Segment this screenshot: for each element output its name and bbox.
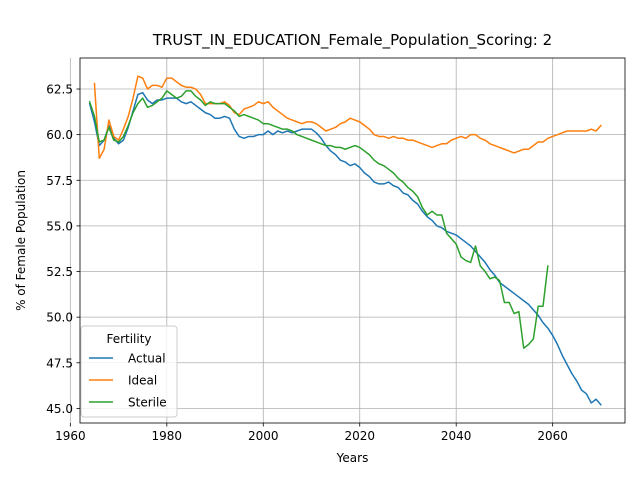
y-tick-label: 60.0 bbox=[46, 128, 73, 142]
x-tick-label: 2000 bbox=[248, 429, 279, 443]
series-line-actual bbox=[88, 91, 602, 406]
legend: Fertility Actual Ideal Sterile bbox=[80, 325, 178, 418]
y-tick-label: 57.5 bbox=[46, 174, 73, 188]
y-tick-label: 47.5 bbox=[46, 356, 73, 370]
series-layer bbox=[88, 75, 602, 406]
x-tick-label: 2020 bbox=[344, 429, 375, 443]
x-tick-label: 1960 bbox=[55, 429, 86, 443]
x-axis-ticks: 1960 1980 2000 2020 2040 2060 bbox=[55, 423, 568, 443]
plot-frame bbox=[79, 57, 626, 424]
legend-box bbox=[80, 325, 178, 418]
chart-title: TRUST_IN_EDUCATION_Female_Population_Sco… bbox=[152, 31, 552, 50]
legend-title: Fertility bbox=[106, 332, 151, 346]
y-tick-label: 52.5 bbox=[46, 265, 73, 279]
x-tick-label: 1980 bbox=[152, 429, 183, 443]
series-line-ideal bbox=[93, 75, 602, 160]
x-tick-label: 2040 bbox=[441, 429, 472, 443]
y-tick-label: 62.5 bbox=[46, 83, 73, 97]
legend-label-actual: Actual bbox=[128, 352, 166, 366]
y-tick-label: 50.0 bbox=[46, 311, 73, 325]
x-axis-label: Years bbox=[336, 451, 369, 465]
x-tick-label: 2060 bbox=[537, 429, 568, 443]
legend-label-ideal: Ideal bbox=[128, 374, 157, 388]
y-tick-label: 45.0 bbox=[46, 402, 73, 416]
legend-label-sterile: Sterile bbox=[128, 396, 167, 410]
y-axis-ticks: 45.0 47.5 50.0 52.5 55.0 57.5 60.0 62.5 bbox=[46, 83, 80, 416]
y-tick-label: 55.0 bbox=[46, 219, 73, 233]
y-axis-label: % of Female Population bbox=[14, 170, 28, 311]
series-line-sterile bbox=[88, 90, 549, 349]
